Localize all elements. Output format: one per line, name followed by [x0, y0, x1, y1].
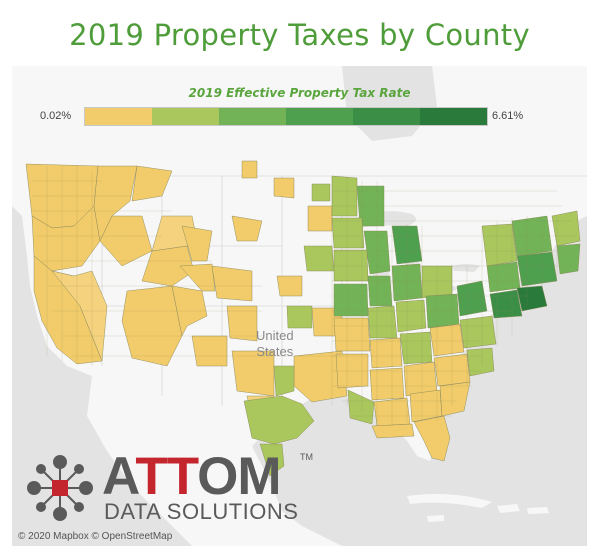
legend-bin-5	[353, 108, 420, 125]
logo-trademark: TM	[300, 452, 313, 462]
legend-min-label: 0.02%	[40, 110, 72, 122]
logo-name-om: OM	[197, 447, 281, 506]
county-choropleth[interactable]	[12, 66, 587, 546]
legend-bin-1	[85, 108, 152, 125]
logo-mark-icon	[27, 455, 93, 521]
map-canvas[interactable]: United States	[12, 66, 587, 546]
country-label: United States	[256, 328, 294, 360]
logo-name-tt: TT	[135, 447, 198, 506]
logo-name: ATTOM	[102, 446, 282, 507]
legend-max-label: 6.61%	[492, 110, 524, 122]
legend-title: 2019 Effective Property Tax Rate	[188, 86, 411, 100]
legend-bin-2	[152, 108, 219, 125]
logo-tagline: DATA SOLUTIONS	[104, 499, 299, 524]
legend-bin-6	[420, 108, 487, 125]
map-attribution[interactable]: © 2020 Mapbox © OpenStreetMap	[18, 531, 173, 542]
map-title: 2019 Property Taxes by County	[69, 18, 530, 52]
country-label-line2: States	[256, 344, 294, 359]
legend-bin-4	[286, 108, 353, 125]
attom-logo: ATTOM TM DATA SOLUTIONS	[24, 447, 313, 524]
country-label-line1: United	[256, 328, 294, 343]
legend-color-ramp	[84, 107, 488, 126]
logo-name-a: A	[102, 447, 136, 506]
legend-bin-3	[219, 108, 286, 125]
